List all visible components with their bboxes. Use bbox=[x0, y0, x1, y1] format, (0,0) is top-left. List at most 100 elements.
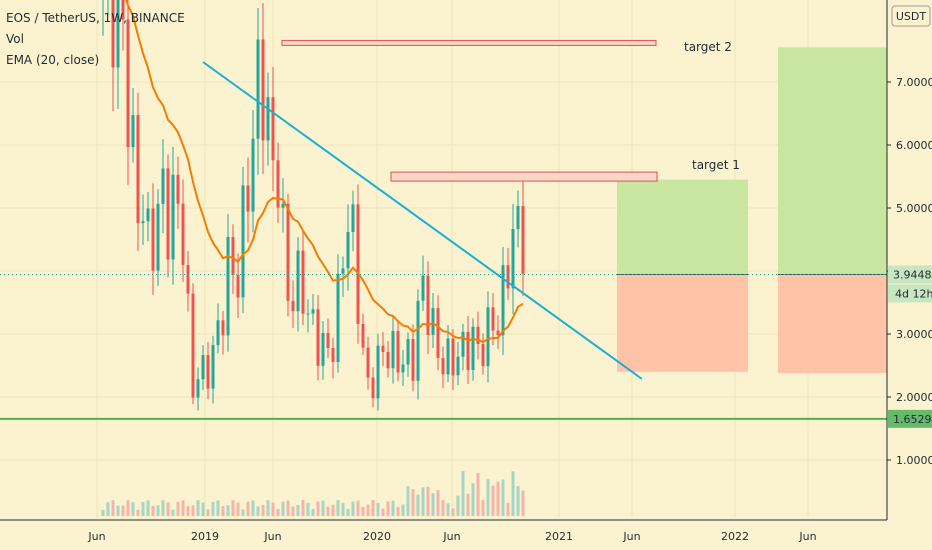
volume-bar bbox=[496, 481, 500, 516]
x-tick-label: 2020 bbox=[363, 530, 391, 543]
volume-bar bbox=[321, 500, 325, 516]
volume-bar bbox=[471, 483, 475, 516]
candle-body bbox=[216, 320, 220, 346]
volume-bar bbox=[291, 506, 295, 516]
volume-bar bbox=[431, 493, 435, 516]
candle-body bbox=[406, 339, 410, 365]
volume-bar bbox=[511, 471, 515, 516]
candle-body bbox=[336, 273, 340, 363]
candle-body bbox=[126, 19, 130, 148]
candle-body bbox=[301, 250, 305, 314]
last-price-label: 3.9448 bbox=[893, 268, 932, 281]
candle-body bbox=[311, 309, 315, 314]
volume-bar bbox=[286, 500, 290, 516]
x-tick-label: Jun bbox=[442, 530, 460, 543]
legend-symbol: EOS / TetherUS, 1W, BINANCE bbox=[6, 11, 185, 25]
candle-body bbox=[111, 0, 115, 68]
last-price-box bbox=[888, 265, 932, 284]
candle-body bbox=[306, 313, 310, 315]
volume-bar bbox=[266, 500, 270, 516]
candle-body bbox=[436, 308, 440, 358]
target-2-label: target 2 bbox=[684, 40, 732, 54]
volume-bar bbox=[506, 502, 510, 516]
candle-body bbox=[276, 160, 280, 208]
volume-bar bbox=[336, 500, 340, 516]
x-tick-label: Jun bbox=[798, 530, 816, 543]
volume-bar bbox=[411, 489, 415, 516]
candle-body bbox=[501, 265, 505, 336]
volume-bar bbox=[376, 503, 380, 516]
candle-body bbox=[186, 264, 190, 294]
volume-bar bbox=[301, 500, 305, 516]
chart-legend: EOS / TetherUS, 1W, BINANCE Vol EMA (20,… bbox=[6, 11, 185, 67]
candle-body bbox=[456, 356, 460, 376]
volume-bar bbox=[186, 506, 190, 516]
candle-body bbox=[376, 345, 380, 399]
candle-body bbox=[221, 320, 225, 336]
candle-body bbox=[261, 39, 265, 141]
volume-bar bbox=[146, 500, 150, 516]
volume-bar bbox=[151, 505, 155, 516]
candle-body bbox=[441, 357, 445, 375]
candle-body bbox=[146, 208, 150, 222]
candle-body bbox=[326, 332, 330, 349]
volume-bar bbox=[101, 510, 105, 516]
y-tick-label: 1.0000 bbox=[896, 454, 932, 467]
candle-body bbox=[156, 203, 160, 271]
volume-bar bbox=[121, 505, 125, 516]
overlays: target 2 target 1 bbox=[0, 0, 887, 420]
candle-body bbox=[511, 228, 515, 289]
candle-body bbox=[361, 323, 365, 348]
volume-bar bbox=[366, 504, 370, 516]
trendline bbox=[202, 61, 643, 380]
volume-bar bbox=[106, 502, 110, 516]
volume-bar bbox=[346, 508, 350, 516]
candle-body bbox=[386, 351, 390, 369]
candle-body bbox=[426, 275, 430, 335]
volume-bar bbox=[181, 500, 185, 516]
volume-bar bbox=[461, 471, 465, 516]
candle-body bbox=[366, 347, 370, 378]
candle-body bbox=[401, 364, 405, 373]
ema-line bbox=[125, 0, 524, 344]
candle-body bbox=[196, 379, 200, 398]
candle-body bbox=[411, 339, 415, 381]
candle-body bbox=[116, 0, 120, 68]
candle-body bbox=[236, 274, 240, 298]
volume-bar bbox=[166, 502, 170, 516]
loss-zone-1 bbox=[617, 274, 748, 372]
volume-bar bbox=[241, 509, 245, 516]
candle-body bbox=[391, 331, 395, 369]
candle-body bbox=[466, 331, 470, 371]
volume-bar bbox=[261, 504, 265, 516]
y-tick-label: 6.0000 bbox=[896, 139, 932, 152]
candle-body bbox=[346, 232, 350, 269]
volume-bar bbox=[156, 505, 160, 516]
candle-body bbox=[396, 331, 400, 373]
candle-body bbox=[331, 348, 335, 363]
candle-body bbox=[136, 115, 140, 224]
volume-bar bbox=[416, 494, 420, 516]
candle-body bbox=[351, 204, 355, 233]
volume-bar bbox=[296, 504, 300, 516]
x-tick-label: 2019 bbox=[191, 530, 219, 543]
candle-body bbox=[371, 377, 375, 399]
candle-body bbox=[316, 309, 320, 366]
volume-bar bbox=[421, 487, 425, 516]
legend-volume: Vol bbox=[6, 32, 24, 46]
y-tick-label: 3.0000 bbox=[896, 328, 932, 341]
candle-body bbox=[206, 355, 210, 389]
candle-body bbox=[251, 138, 255, 212]
volume-bar bbox=[231, 500, 235, 516]
target-2-box bbox=[281, 39, 657, 46]
loss-zone-2 bbox=[778, 274, 887, 374]
x-tick-label: 2022 bbox=[721, 530, 749, 543]
candle-body bbox=[321, 332, 325, 366]
volume-bar bbox=[221, 506, 225, 516]
volume-bar bbox=[226, 505, 230, 516]
volume-bar bbox=[371, 500, 375, 516]
candle-body bbox=[246, 185, 250, 212]
volume-bar bbox=[196, 500, 200, 516]
volume-bar bbox=[436, 490, 440, 516]
